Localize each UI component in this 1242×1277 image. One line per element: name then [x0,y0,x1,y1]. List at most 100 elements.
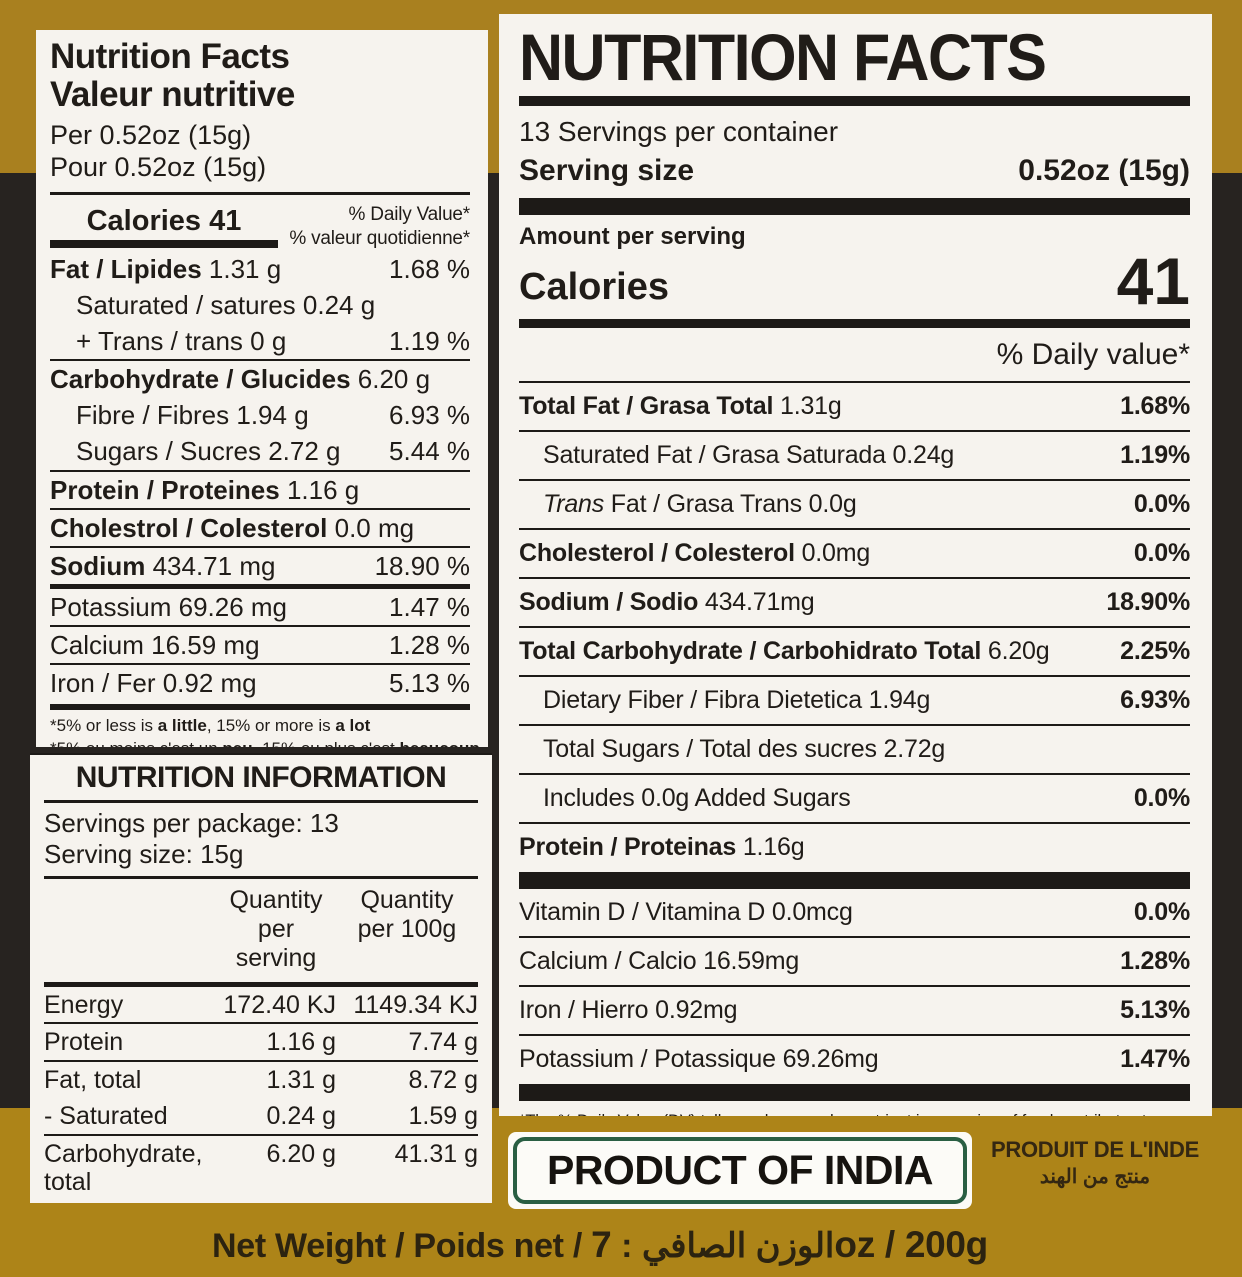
origin-french: PRODUIT DE L'INDE [991,1137,1199,1162]
nutrient-percent: 1.28% [1120,947,1190,976]
nutrient-percent: 1.19% [1120,441,1190,470]
nutrient-row: Calcium 16.59 mg 1.28 % [50,624,470,663]
us-calories-row: Calories 41 [519,244,1190,319]
nutrient-row: Total Fat / Grasa Total 1.31g 1.68% [519,381,1190,430]
nutrient-row: Sugars / Sucres 2.72 g 5.44 % [50,433,470,469]
nutrient-label: Sodium / Sodio 434.71mg [519,588,815,617]
us-footnote: *The % Daily Value (DV) tells you how mu… [519,1110,1190,1116]
nutrient-label: Total Sugars / Total des sucres 2.72g [543,735,946,764]
nutrient-label: Sodium 434.71 mg [50,550,276,581]
nutrition-information-table: NUTRITION INFORMATION Servings per packa… [30,753,492,1203]
nutrient-row: Iron / Hierro 0.92mg 5.13% [519,985,1190,1034]
nutrient-percent: 5.13% [1120,996,1190,1025]
nutrient-row: Vitamin D / Vitamina D 0.0mcg 0.0% [519,889,1190,936]
nutrient-label: Protein / Proteines 1.16 g [50,474,360,505]
info-servings-per-package: Servings per package: 13 [44,808,339,838]
divider-thick [519,198,1190,216]
ca-title-en: Nutrition Facts [50,37,290,76]
table-row: - Sugars2.72 g18.13 g [44,1200,478,1203]
nutrient-percent: 1.19 % [389,326,470,357]
net-weight-line: Net Weight / Poids net / الوزن الصافي : … [140,1224,1060,1266]
ca-title-fr: Valeur nutritive [50,74,295,114]
nutrient-row: Cholesterol / Colesterol 0.0mg 0.0% [519,528,1190,577]
ca-title: Nutrition Facts Valeur nutritive [50,38,470,114]
nutrient-percent: 2.25% [1120,637,1190,666]
net-weight-value: 7oz / 200g [591,1224,988,1265]
us-amount-per-serving: Amount per serving [519,223,746,251]
nutrient-row: Includes 0.0g Added Sugars 0.0% [519,773,1190,822]
nutrient-label: Protein / Proteinas 1.16g [519,833,805,862]
product-of-india-text: PRODUCT OF INDIA [513,1137,967,1204]
ca-serving: Per 0.52oz (15g) Pour 0.52oz (15g) [50,119,470,184]
nutrient-percent: 5.13 % [389,668,470,699]
table-row: Fat, total 1.31 g 8.72 g [44,1060,478,1098]
nutrient-percent: 18.90 % [374,550,470,581]
nutrient-row: Total Carbohydrate / Carbohidrato Total … [519,626,1190,675]
nutrient-row: Saturated Fat / Grasa Saturada 0.24g 1.1… [519,430,1190,479]
nutrient-label: Cholestrol / Colesterol 0.0 mg [50,512,415,543]
info-serving-size: Serving size: 15g [44,838,244,869]
nutrient-row: Protein / Proteines 1.16 g [50,469,470,508]
us-calories-value: 41 [1116,244,1190,319]
divider-thick [519,1084,1190,1102]
ca-dv-en: % Daily Value* [348,204,471,226]
ca-serving-en: Per 0.52oz (15g) [50,119,252,150]
table-row: - Saturated 0.24 g 1.59 g [44,1101,478,1130]
net-weight-arabic: الوزن الصافي [641,1227,835,1265]
us-daily-value-header: % Daily value* [996,338,1190,372]
nutrient-row: Sodium / Sodio 434.71mg 18.90% [519,577,1190,626]
ca-dv-fr: % valeur quotidienne* [289,228,470,250]
nutrient-label: Total Fat / Grasa Total 1.31g [519,392,842,421]
us-serving-size-row: Serving size 0.52oz (15g) [519,154,1190,188]
nutrient-label: Sugars / Sucres 2.72 g [76,436,341,467]
divider-thick [519,96,1190,107]
divider [50,192,470,196]
nutrient-percent: 1.47% [1120,1045,1190,1074]
table-row: Energy 172.40 KJ 1149.34 KJ [44,984,478,1023]
nutrient-label: Fat / Lipides 1.31 g [50,253,282,284]
us-serving-size-label: Serving size [519,154,695,188]
ca-calories: Calories 41 [50,198,278,251]
nutrient-row: Potassium / Potassique 69.26mg 1.47% [519,1034,1190,1083]
nutrient-row: Iron / Fer 0.92 mg 5.13 % [50,663,470,701]
table-row: Carbohydrate, total 6.20 g 41.31 g [44,1133,478,1201]
nutrient-percent: 1.68% [1120,392,1190,421]
nutrient-label: Vitamin D / Vitamina D 0.0mcg [519,898,853,927]
nutrient-label: Carbohydrate / Glucides 6.20 g [50,364,431,395]
col-header-per-100g: Quantity per 100g [357,886,457,944]
origin-arabic: منتج من الهند [1039,1166,1151,1188]
info-servings: Servings per package: 13 Serving size: 1… [44,803,478,880]
divider-thick [50,704,470,711]
divider-thick [519,319,1190,329]
nutrient-label: Fibre / Fibres 1.94 g [76,400,309,431]
nutrient-percent: 0.0% [1133,490,1190,519]
nutrient-row: Fibre / Fibres 1.94 g 6.93 % [50,397,470,433]
info-title: NUTRITION INFORMATION [44,758,478,803]
us-servings-per-container: 13 Servings per container [519,116,839,148]
nutrient-label: Saturated / satures 0.24 g [76,289,376,320]
us-title: NUTRITION FACTS [519,20,1047,95]
us-nutrition-label: NUTRITION FACTS 13 Servings per containe… [499,14,1212,1116]
nutrient-row: Dietary Fiber / Fibra Dietetica 1.94g 6.… [519,675,1190,724]
product-of-india-badge: PRODUCT OF INDIA [508,1132,972,1209]
ca-footnote: *5% or less is a little, 15% or more is … [50,715,480,747]
nutrient-label: Iron / Hierro 0.92mg [519,996,738,1025]
us-serving-size-value: 0.52oz (15g) [1018,154,1190,188]
nutrient-percent: 6.93 % [389,400,470,431]
net-weight-separator: : [611,1227,642,1265]
ca-calories-block: Calories 41 % Daily Value* % valeur quot… [50,198,470,251]
nutrient-label: Saturated Fat / Grasa Saturada 0.24g [543,441,955,470]
ca-footnote-en: *5% or less is a little, 15% or more is … [50,716,371,736]
nutrient-label: Calcium 16.59 mg [50,629,260,660]
nutrient-row: Fat / Lipides 1.31 g 1.68 % [50,251,470,287]
nutrient-row: Saturated / satures 0.24 g [50,287,470,323]
table-row: Protein 1.16 g 7.74 g [44,1022,478,1060]
nutrient-label: Total Carbohydrate / Carbohidrato Total … [519,637,1050,666]
nutrient-row: Sodium 434.71 mg 18.90 % [50,545,470,584]
nutrient-percent: 6.93% [1120,686,1190,715]
nutrient-percent: 1.68 % [389,253,470,284]
nutrient-label: Trans Fat / Grasa Trans 0.0g [543,490,857,519]
ca-serving-fr: Pour 0.52oz (15g) [50,151,267,182]
nutrient-label: Includes 0.0g Added Sugars [543,784,851,813]
nutrient-label: Potassium / Potassique 69.26mg [519,1045,879,1074]
